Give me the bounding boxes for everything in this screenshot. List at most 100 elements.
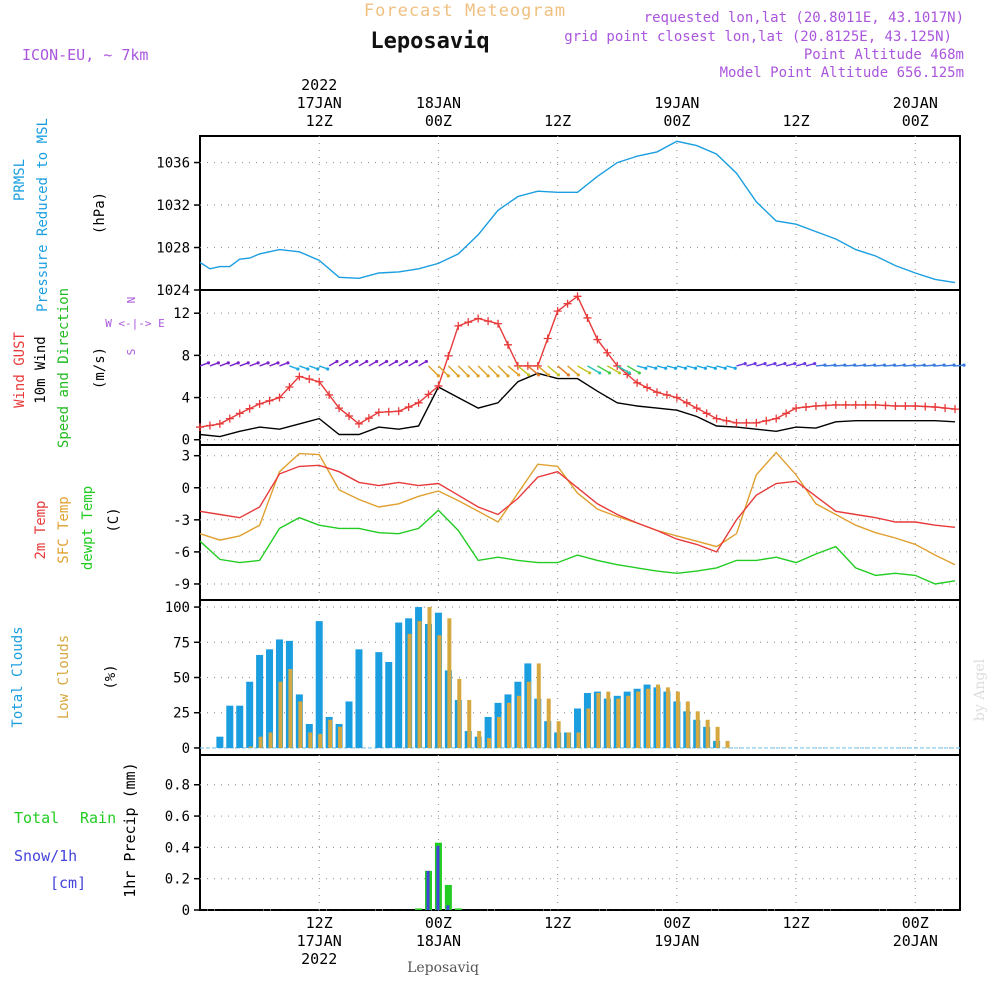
gust-marker-45: [643, 383, 652, 392]
gust-marker-11: [305, 375, 314, 384]
gust-marker-73: [921, 402, 930, 411]
gust-marker-13: [325, 390, 334, 399]
wind-arrowhead-30: [506, 374, 510, 378]
low-cloud-bar-11: [308, 732, 313, 748]
gust-marker-55: [742, 418, 751, 427]
ytick-label-2-3: 3: [182, 449, 190, 465]
clouds-label-1: Total Clouds: [10, 626, 26, 727]
compass-west-east: W <-|-> E: [105, 317, 165, 330]
wind-arrow-37: [567, 365, 579, 376]
pressure-label-2: Pressure Reduced to MSL: [35, 118, 51, 312]
bottom-time-label-5-1: 20JAN: [893, 932, 938, 950]
gust-marker-17: [364, 414, 373, 423]
footer-location: Leposaviq: [407, 960, 479, 976]
wind-arrowhead-58: [783, 361, 787, 366]
gust-marker-54: [732, 418, 741, 427]
low-cloud-bar-21: [407, 633, 412, 748]
gust-marker-33: [523, 361, 532, 370]
wind-arrow-43: [626, 365, 640, 374]
rain-bar-25: [444, 884, 452, 910]
low-cloud-bar-51: [705, 719, 710, 748]
wind-label-3: Speed and Direction: [56, 288, 72, 448]
low-cloud-bar-53: [725, 740, 730, 748]
total-cloud-bar-5: [246, 681, 254, 748]
gust-marker-52: [712, 414, 721, 423]
ytick-label-4-0.8: 0.8: [165, 778, 190, 794]
low-cloud-bar-28: [477, 731, 482, 748]
top-time-label-5-0: 20JAN: [893, 94, 938, 112]
gust-marker-12: [315, 377, 324, 386]
wind-arrowhead-0: [206, 361, 211, 365]
gust-marker-64: [831, 400, 840, 409]
gust-marker-23: [424, 390, 433, 399]
gust-marker-36: [553, 307, 562, 316]
gust-marker-15: [345, 412, 354, 421]
wind-arrowhead-18: [385, 359, 389, 364]
precip-label-cm: [cm]: [50, 874, 86, 892]
low-cloud-bar-30: [497, 716, 502, 748]
rain-bar-26: [454, 908, 462, 910]
wind-arrowhead-73: [932, 363, 936, 367]
low-cloud-bar-45: [646, 688, 651, 748]
top-time-label-1-1: 00Z: [425, 112, 452, 130]
gust-marker-8: [275, 393, 284, 402]
total-cloud-bar-7: [266, 649, 274, 748]
low-cloud-bar-10: [298, 701, 303, 748]
low-cloud-bar-25: [447, 618, 452, 748]
low-cloud-bar-39: [586, 708, 591, 748]
wind-arrowhead-64: [843, 363, 847, 367]
bottom-time-label-1-0: 00Z: [425, 914, 452, 932]
wind-arrow-28: [477, 365, 489, 377]
wind-arrowhead-42: [627, 371, 631, 375]
wind-arrow-41: [606, 365, 620, 374]
wind-arrowhead-67: [872, 363, 877, 367]
wind-arrowhead-5: [256, 361, 260, 365]
bottom-time-label-3-0: 00Z: [663, 914, 690, 932]
wind-arrowhead-24: [446, 374, 450, 378]
gust-marker-5: [245, 404, 254, 413]
wind-arrowhead-69: [892, 363, 897, 367]
bottom-time-label-1-1: 18JAN: [416, 932, 461, 950]
gust-marker-16: [354, 419, 363, 428]
plot-layer: 102410281032103604812-9-6-30302550751000…: [10, 76, 966, 968]
wind-arrowhead-3: [236, 361, 240, 365]
low-cloud-bar-29: [487, 738, 492, 748]
wind-label-1: Wind GUST: [12, 332, 28, 408]
gust-marker-2: [215, 419, 224, 428]
low-cloud-bar-33: [526, 681, 531, 748]
model-point-altitude: Model Point Altitude 656.125m: [720, 65, 964, 81]
wind-arrowhead-17: [375, 359, 379, 364]
wind-arrow-33: [527, 365, 540, 376]
clouds-unit: (%): [103, 664, 119, 689]
wind-arrowhead-11: [316, 367, 320, 371]
wind-arrowhead-32: [527, 373, 531, 377]
wind-arrowhead-7: [276, 361, 280, 365]
gust-marker-24: [434, 381, 443, 390]
ytick-label-2-0: 0: [182, 481, 190, 497]
gust-marker-49: [682, 398, 691, 407]
bottom-time-label-0-2: 2022: [301, 950, 337, 968]
wind-arrowhead-38: [588, 371, 592, 375]
low-cloud-bar-22: [417, 621, 422, 748]
low-cloud-bar-52: [715, 726, 720, 748]
wind-arrowhead-62: [823, 363, 827, 367]
snow-bar-23: [426, 870, 430, 910]
top-time-label-4-0: 12Z: [783, 112, 810, 130]
low-cloud-bar-26: [457, 678, 462, 748]
wind-arrowhead-4: [246, 361, 250, 365]
wind-arrowhead-40: [607, 371, 612, 375]
wind-arrow-40: [597, 365, 610, 374]
gust-marker-76: [951, 405, 960, 414]
ytick-label-3-75: 75: [173, 635, 190, 651]
gust-marker-69: [881, 401, 890, 410]
wind-arrowhead-45: [654, 366, 658, 370]
bottom-time-label-2-0: 12Z: [544, 914, 571, 932]
ytick-label-2--3: -3: [173, 513, 190, 529]
ytick-label-1-12: 12: [173, 306, 190, 322]
wind-arrowhead-21: [414, 359, 419, 364]
wind-arrowhead-16: [365, 359, 369, 364]
low-cloud-bar-35: [546, 698, 551, 748]
gust-marker-74: [931, 403, 940, 412]
panel-frame-4: [199, 754, 961, 911]
wind-arrow-39: [587, 365, 600, 374]
